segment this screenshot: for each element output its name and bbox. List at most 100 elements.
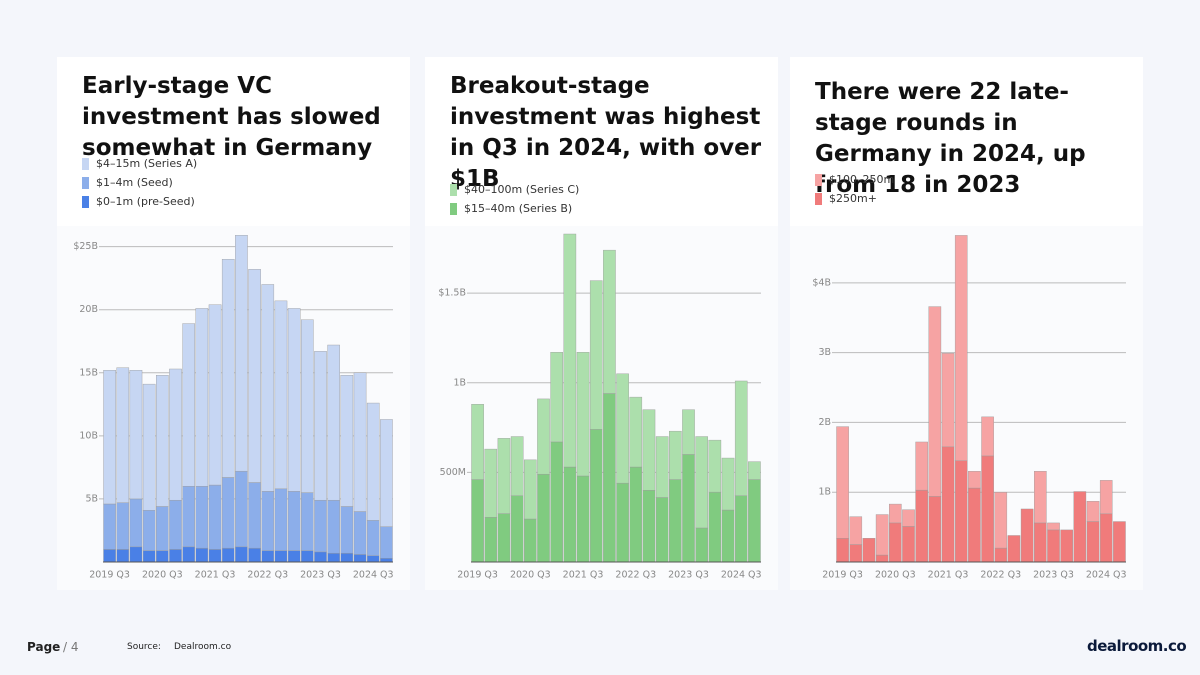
y-tick-label: 5B xyxy=(85,493,98,504)
x-tick-label: 2023 Q3 xyxy=(668,570,709,581)
x-tick-label: 2022 Q3 xyxy=(247,570,288,581)
bar-segment xyxy=(497,513,511,563)
bar-segment xyxy=(941,353,955,448)
bar-segment xyxy=(248,547,261,563)
bar-segment xyxy=(941,446,955,563)
bar-segment xyxy=(1047,522,1060,531)
bar-segment xyxy=(550,352,563,443)
bar-segment xyxy=(576,475,590,563)
bar-segment xyxy=(327,552,340,563)
bar-segment xyxy=(221,477,235,549)
bar-segment xyxy=(968,487,981,563)
bar-segment xyxy=(748,479,761,563)
bar-segment xyxy=(221,259,235,478)
legend-swatch xyxy=(82,157,89,170)
y-tick-label: 20B xyxy=(79,304,98,315)
bar-segment xyxy=(695,436,708,529)
bar-segment xyxy=(1073,491,1087,563)
y-tick-label: 1B xyxy=(453,377,466,388)
bar-segment xyxy=(314,551,327,563)
bar-segment xyxy=(629,466,643,563)
legend-item: $1–4m (Seed) xyxy=(82,173,197,192)
x-tick-label: 2019 Q3 xyxy=(822,570,863,581)
legend: $40–100m (Series C) $15–40m (Series B) xyxy=(450,180,579,218)
x-tick-label: 2022 Q3 xyxy=(980,570,1021,581)
logo: dealroom.co xyxy=(1087,637,1187,655)
chart-title: Early-stage VC investment has slowed som… xyxy=(82,73,381,161)
legend-label: $0–1m (pre-Seed) xyxy=(96,195,195,208)
y-tick-label: 2B xyxy=(818,417,831,428)
bar-segment xyxy=(849,544,863,563)
bar-segment xyxy=(221,547,235,563)
bar-segment xyxy=(274,488,288,551)
legend-item: $40–100m (Series C) xyxy=(450,180,579,199)
legend: $100–250m $250m+ xyxy=(815,170,894,208)
bar-segment xyxy=(563,233,577,468)
bar-segment xyxy=(1086,521,1100,563)
x-tick-label: 2019 Q3 xyxy=(457,570,498,581)
y-tick-label: 1B xyxy=(818,487,831,498)
bar-segment xyxy=(274,300,288,490)
bar-segment xyxy=(208,549,222,563)
x-tick-label: 2022 Q3 xyxy=(615,570,656,581)
bar-segment xyxy=(1047,529,1060,563)
bar-segment xyxy=(629,396,643,468)
bar-segment xyxy=(524,459,537,520)
legend-item: $100–250m xyxy=(815,170,894,189)
bar-segment xyxy=(142,383,156,511)
bar-segment xyxy=(195,547,209,563)
y-tick-label: 500M xyxy=(440,467,466,478)
chart-title: Breakout-stage investment was highest in… xyxy=(450,73,762,192)
x-tick-label: 2024 Q3 xyxy=(353,570,394,581)
bar-segment xyxy=(734,380,748,496)
bar-segment xyxy=(380,419,393,527)
bar-segment xyxy=(261,491,275,551)
bar-segment xyxy=(902,526,915,563)
bar-segment xyxy=(889,503,902,524)
bar-segment xyxy=(524,518,537,563)
legend-swatch xyxy=(815,192,822,205)
bar-segment xyxy=(142,510,156,551)
bar-segment xyxy=(981,416,994,457)
bar-segment xyxy=(537,398,550,475)
bar-segment xyxy=(642,409,656,491)
x-tick-label: 2023 Q3 xyxy=(300,570,341,581)
legend-item: $4–15m (Series A) xyxy=(82,154,197,173)
bar-segment xyxy=(655,497,669,563)
bar-segment xyxy=(142,550,156,563)
bar-segment xyxy=(836,538,849,563)
bar-segment xyxy=(353,511,367,555)
bar-segment xyxy=(1099,480,1113,515)
bar-segment xyxy=(836,426,849,539)
bar-segment xyxy=(182,323,195,487)
bar-segment xyxy=(287,491,301,551)
bar-segment xyxy=(129,370,143,500)
bar-segment xyxy=(708,491,722,563)
bar-segment xyxy=(1020,508,1034,563)
bar-segment xyxy=(915,489,928,563)
legend: $4–15m (Series A) $1–4m (Seed) $0–1m (pre-… xyxy=(82,154,197,211)
bar-segment xyxy=(576,352,590,477)
bar-segment xyxy=(484,516,498,563)
bar-segment xyxy=(734,495,748,563)
bar-segment xyxy=(616,373,629,484)
y-tick-label: 3B xyxy=(818,347,831,358)
bar-segment xyxy=(1007,535,1021,563)
legend-label: $100–250m xyxy=(829,173,895,186)
legend-swatch xyxy=(82,176,89,189)
bar-segment xyxy=(471,404,484,480)
bar-segment xyxy=(915,441,928,491)
bar-segment xyxy=(301,492,314,551)
bar-segment xyxy=(721,457,735,511)
bar-segment xyxy=(314,351,327,501)
bar-segment xyxy=(301,550,314,563)
bar-segment xyxy=(156,506,169,551)
bar-segment xyxy=(353,554,367,563)
bar-segment xyxy=(208,484,222,550)
bar-segment xyxy=(156,550,169,563)
bar-segment xyxy=(682,409,695,455)
legend-label: $1–4m (Seed) xyxy=(96,176,173,189)
bar-segment xyxy=(274,550,288,563)
bar-segment xyxy=(563,466,577,563)
